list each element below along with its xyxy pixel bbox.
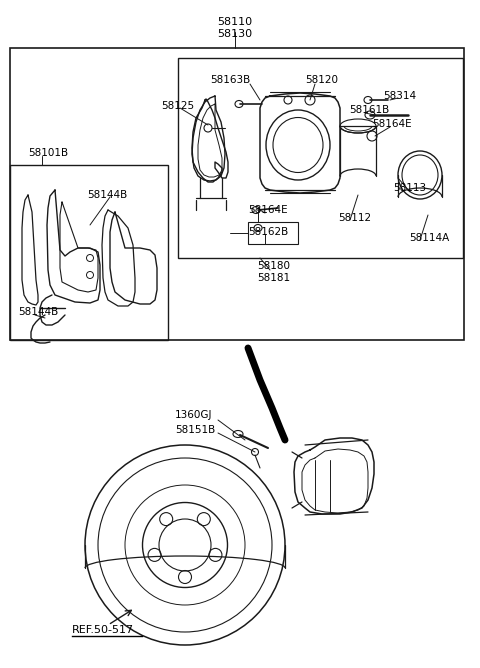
- Bar: [248, 222, 298, 244]
- Text: 58120: 58120: [305, 75, 338, 85]
- Bar: [10, 165, 168, 340]
- Text: 58314: 58314: [383, 91, 416, 101]
- Bar: [178, 58, 463, 258]
- Text: 1360GJ: 1360GJ: [175, 410, 213, 420]
- Text: 58151B: 58151B: [175, 425, 215, 435]
- Bar: [10, 48, 464, 340]
- Text: 58125: 58125: [161, 101, 194, 111]
- Text: 58161B: 58161B: [349, 105, 389, 115]
- Text: 58113: 58113: [393, 183, 426, 193]
- Text: 58163B: 58163B: [210, 75, 250, 85]
- Text: 58144B: 58144B: [18, 307, 58, 317]
- Text: 58144B: 58144B: [87, 190, 127, 200]
- Text: 58114A: 58114A: [409, 233, 449, 243]
- Text: 58130: 58130: [217, 29, 252, 39]
- Text: 58101B: 58101B: [28, 148, 68, 158]
- Text: REF.50-517: REF.50-517: [72, 625, 134, 635]
- Text: 58181: 58181: [257, 273, 290, 283]
- Text: 58164E: 58164E: [372, 119, 412, 129]
- Text: 58110: 58110: [217, 17, 252, 27]
- Text: 58180: 58180: [257, 261, 290, 271]
- Text: 58112: 58112: [338, 213, 371, 223]
- Text: 58164E: 58164E: [248, 205, 288, 215]
- Text: 58162B: 58162B: [248, 227, 288, 237]
